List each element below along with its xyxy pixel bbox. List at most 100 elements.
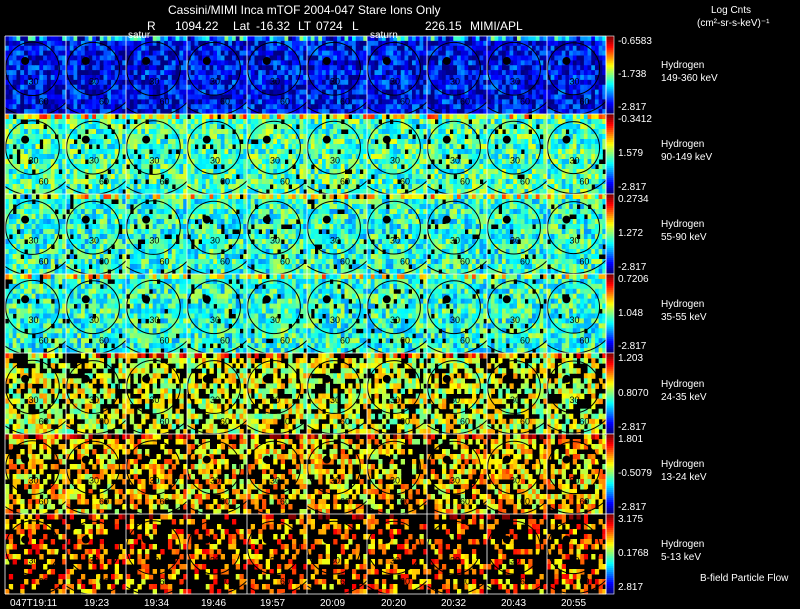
species-label: Hydrogen	[661, 460, 704, 470]
ring-label-30: 30	[89, 236, 99, 246]
ring-label-60: 60	[99, 336, 109, 346]
ring-label-60: 60	[460, 576, 470, 586]
ring-label-30: 30	[89, 556, 99, 566]
ring-label-30: 30	[29, 395, 39, 405]
ring-label-30: 30	[450, 236, 460, 246]
ring-label-30: 30	[570, 76, 580, 86]
ring-label-60: 60	[579, 576, 589, 586]
ring-label-30: 30	[270, 556, 280, 566]
ring-label-60: 60	[520, 336, 530, 346]
ring-label-60: 60	[39, 97, 49, 107]
org-label: MIMI/APL	[470, 20, 523, 32]
ring-label-30: 30	[29, 315, 39, 325]
colorbar-min-label: -2.817	[618, 503, 646, 513]
energy-label: 13-24 keV	[661, 473, 707, 483]
ring-label-30: 30	[450, 76, 460, 86]
ring-label-60: 60	[280, 496, 290, 506]
lt-label: LT	[298, 20, 311, 32]
ring-label-60: 60	[579, 416, 589, 426]
ring-label-60: 60	[160, 416, 170, 426]
energy-label: 55-90 keV	[661, 233, 707, 243]
ring-label-60: 60	[520, 576, 530, 586]
lat-value: -16.32	[256, 20, 290, 32]
ring-label-30: 30	[29, 156, 39, 166]
time-label: 20:20	[381, 599, 406, 609]
ring-label-60: 60	[220, 256, 230, 266]
colorbar	[606, 353, 614, 435]
ring-label-30: 30	[89, 476, 99, 486]
ring-label-60: 60	[579, 496, 589, 506]
ring-label-30: 30	[149, 395, 159, 405]
ring-label-60: 60	[160, 256, 170, 266]
ring-label-60: 60	[280, 256, 290, 266]
ring-label-30: 30	[270, 395, 280, 405]
ring-label-60: 60	[220, 176, 230, 186]
colorbar-max-label: -0.3412	[618, 115, 652, 125]
colorbar	[606, 114, 614, 195]
ring-label-60: 60	[579, 256, 589, 266]
ring-label-60: 60	[39, 336, 49, 346]
legend-title: Log Cnts	[711, 6, 751, 16]
time-label: 20:09	[320, 599, 345, 609]
time-label: 047T19:11	[10, 599, 57, 609]
ring-label-60: 60	[340, 576, 350, 586]
ring-label-30: 30	[390, 76, 400, 86]
target-label-left: satur	[128, 31, 150, 41]
lt-value: 0724	[316, 20, 343, 32]
ring-label-60: 60	[400, 176, 410, 186]
ring-label-30: 30	[210, 476, 220, 486]
colorbar-max-label: 0.2734	[618, 195, 649, 205]
ring-label-30: 30	[149, 556, 159, 566]
ring-label-60: 60	[340, 176, 350, 186]
ring-label-60: 60	[460, 176, 470, 186]
ring-label-60: 60	[520, 416, 530, 426]
ring-label-60: 60	[39, 176, 49, 186]
ring-label-30: 30	[210, 315, 220, 325]
ring-label-60: 60	[220, 97, 230, 107]
species-label: Hydrogen	[661, 380, 704, 390]
ring-label-60: 60	[160, 97, 170, 107]
ring-label-30: 30	[210, 556, 220, 566]
ring-label-30: 30	[330, 236, 340, 246]
energy-label: 35-55 keV	[661, 313, 707, 323]
ring-label-60: 60	[579, 336, 589, 346]
colorbar-max-label: 1.801	[618, 435, 643, 445]
ring-label-30: 30	[29, 476, 39, 486]
colorbar-max-label: 3.175	[618, 515, 643, 525]
ring-label-30: 30	[330, 315, 340, 325]
ring-label-30: 30	[29, 76, 39, 86]
ring-label-30: 30	[390, 156, 400, 166]
ring-label-30: 30	[510, 476, 520, 486]
ring-label-60: 60	[280, 336, 290, 346]
ring-label-30: 30	[570, 556, 580, 566]
ring-label-30: 30	[510, 395, 520, 405]
ring-label-60: 60	[39, 416, 49, 426]
energy-label: 90-149 keV	[661, 153, 712, 163]
colorbar-max-label: 1.203	[618, 354, 643, 364]
ring-label-60: 60	[340, 336, 350, 346]
ring-label-30: 30	[510, 76, 520, 86]
colorbar-max-label: 0.7206	[618, 275, 649, 285]
ring-label-60: 60	[400, 256, 410, 266]
colorbar-mid-label: -1.738	[618, 70, 646, 80]
lat-label: Lat	[233, 20, 250, 32]
ring-label-30: 30	[89, 395, 99, 405]
ring-label-30: 30	[570, 476, 580, 486]
ring-label-60: 60	[99, 256, 109, 266]
ring-label-30: 30	[330, 156, 340, 166]
colorbar	[606, 36, 614, 115]
energy-label: 149-360 keV	[661, 74, 718, 84]
ring-label-60: 60	[400, 97, 410, 107]
ring-label-30: 30	[390, 556, 400, 566]
ring-label-60: 60	[39, 256, 49, 266]
ring-label-30: 30	[390, 315, 400, 325]
time-label: 19:46	[201, 599, 226, 609]
energy-label: 5-13 keV	[661, 553, 701, 563]
ring-label-60: 60	[400, 576, 410, 586]
time-label: 19:23	[84, 599, 109, 609]
species-label: Hydrogen	[661, 300, 704, 310]
ring-label-30: 30	[89, 76, 99, 86]
ring-label-30: 30	[270, 76, 280, 86]
ring-label-30: 30	[270, 236, 280, 246]
ring-label-30: 30	[89, 156, 99, 166]
